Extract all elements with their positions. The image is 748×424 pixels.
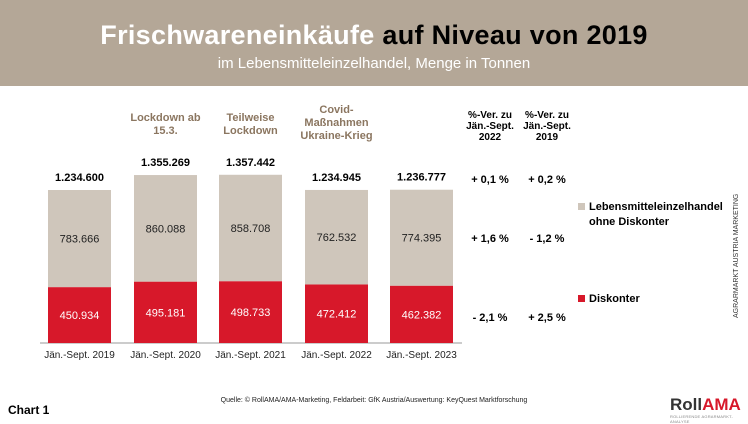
x-tick-label: Jän.-Sept. 2023 xyxy=(386,350,457,361)
bar-annotation: Covid-Maßnahmen Ukraine-Krieg xyxy=(300,104,373,142)
legend-item-diskonter: Diskonter xyxy=(578,292,640,307)
data-label: 498.733 xyxy=(231,307,271,319)
change-total: + 0,2 % xyxy=(528,174,566,186)
data-label: 858.708 xyxy=(231,223,271,235)
x-tick-label: Jän.-Sept. 2022 xyxy=(301,350,372,361)
change-lh: - 1,2 % xyxy=(529,233,565,245)
bar-segment-diskonter xyxy=(48,287,111,343)
rollama-logo: RollAMA xyxy=(670,395,741,414)
change-total: + 0,1 % xyxy=(471,174,509,186)
data-label: 762.532 xyxy=(317,232,357,244)
source-note: Quelle: © RollAMA/AMA-Marketing, Feldarb… xyxy=(220,397,528,404)
data-label: 860.088 xyxy=(146,223,186,235)
change-diskonter: + 2,5 % xyxy=(528,312,566,324)
chart-title: Frischwareneinkäufe auf Niveau von 2019 xyxy=(100,20,648,50)
change-column-header: %-Ver. zu Jän.-Sept. 2022 xyxy=(466,110,514,143)
x-tick-label: Jän.-Sept. 2021 xyxy=(215,350,286,361)
data-label: 774.395 xyxy=(402,233,442,245)
bar-segment-diskonter xyxy=(390,285,453,343)
bar-segment-diskonter xyxy=(305,284,368,343)
bar-segment-lh xyxy=(305,189,368,285)
bar-segment-lh xyxy=(48,190,111,288)
bar-annotation: Teilweise Lockdown xyxy=(223,112,278,137)
bar-segment-lh xyxy=(390,189,453,286)
side-text: AGRARMARKT AUSTRIA MARKETING xyxy=(733,193,740,318)
total-label: 1.357.442 xyxy=(226,157,275,169)
total-label: 1.236.777 xyxy=(397,172,446,184)
logo-subtitle: ROLLIERENDE AGRARMARKT-ANALYSE xyxy=(670,414,734,424)
data-label: 450.934 xyxy=(60,310,100,322)
total-label: 1.234.600 xyxy=(55,172,104,184)
header-band xyxy=(0,0,748,86)
legend-swatch xyxy=(578,295,585,302)
data-label: 462.382 xyxy=(402,309,442,321)
bar-annotation: Lockdown ab 15.3. xyxy=(130,112,201,137)
change-column-header: %-Ver. zu Jän.-Sept. 2019 xyxy=(523,110,571,143)
x-tick-label: Jän.-Sept. 2020 xyxy=(130,350,201,361)
data-label: 472.412 xyxy=(317,309,357,321)
bar-segment-lh xyxy=(134,175,197,282)
x-tick-label: Jän.-Sept. 2019 xyxy=(44,350,115,361)
change-lh: + 1,6 % xyxy=(471,233,509,245)
chart-label: Chart 1 xyxy=(8,403,50,417)
total-label: 1.234.945 xyxy=(312,172,361,184)
data-label: 783.666 xyxy=(60,234,100,246)
change-diskonter: - 2,1 % xyxy=(472,312,508,324)
bar-segment-diskonter xyxy=(134,281,197,343)
bar-segment-diskonter xyxy=(219,281,282,343)
legend-item-lh: Lebensmitteleinzelhandel ohne Diskonter xyxy=(578,200,739,230)
data-label: 495.181 xyxy=(146,307,186,319)
chart-subtitle: im Lebensmitteleinzelhandel, Menge in To… xyxy=(217,55,531,72)
legend-swatch xyxy=(578,203,585,210)
total-label: 1.355.269 xyxy=(141,157,190,169)
bar-segment-lh xyxy=(219,174,282,282)
